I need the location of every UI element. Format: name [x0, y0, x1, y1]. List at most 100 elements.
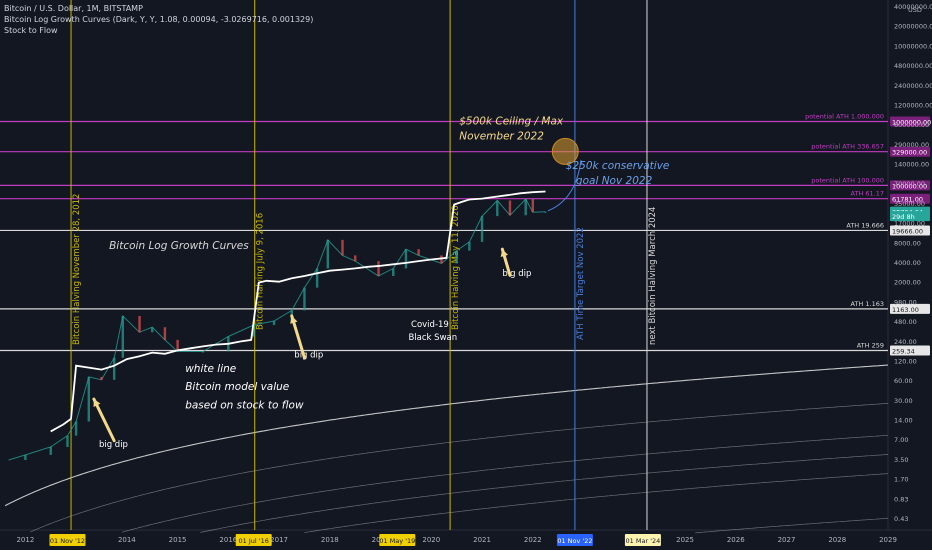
- level-badge-1: [890, 116, 930, 127]
- price-candle: [496, 200, 499, 217]
- growth-curve-6: [30, 403, 889, 533]
- price-candle: [49, 446, 52, 455]
- annotation-2: November 2022: [459, 131, 544, 143]
- annotation-13: based on stock to flow: [185, 399, 304, 411]
- y-tick-label-2: 20000000.00: [894, 23, 932, 31]
- x-tick-label-12: 2026: [727, 536, 745, 544]
- annotation-1: $500k Ceiling / Max: [459, 115, 564, 127]
- y-tick-label-17: 480.00: [894, 318, 917, 326]
- x-tick-label-5: 2017: [270, 536, 288, 544]
- y-tick-label-8: 290000.00: [894, 141, 929, 149]
- y-tick-label-18: 240.00: [894, 338, 917, 346]
- vertical-line-label-4: ATH Time Target Nov 2022: [576, 227, 586, 340]
- y-tick-label-25: 1.70: [894, 476, 908, 484]
- indicator-stock-to-flow[interactable]: Stock to Flow: [4, 26, 58, 35]
- level-label-6: ATH 1.163: [851, 300, 884, 308]
- level-badge-text-4: 61781.00: [892, 196, 923, 204]
- growth-curve-4: [200, 454, 889, 533]
- y-tick-label-1: 40000000.00: [894, 3, 932, 11]
- x-tick-label-15: 2029: [879, 536, 897, 544]
- annotation-3: $250k conservative: [566, 160, 670, 172]
- price-candle: [24, 454, 27, 460]
- y-tick-label-5: 2400000.00: [894, 82, 932, 90]
- price-candle: [531, 199, 534, 213]
- level-label-3: potential ATH 100.000: [811, 176, 884, 184]
- dip-arrow-head-3: [93, 399, 101, 408]
- growth-curve-3: [304, 473, 889, 533]
- price-candle: [544, 211, 547, 213]
- y-tick-label-7: 600000.00: [894, 121, 929, 129]
- y-tick-label-14: 4000.00: [894, 259, 921, 267]
- level-badge-text-6: 1163.00: [892, 306, 919, 314]
- price-candle: [176, 339, 179, 352]
- x-tick-label-3: 2015: [169, 536, 187, 544]
- price-candle: [392, 268, 395, 277]
- price-candle: [440, 255, 443, 264]
- price-candle: [272, 321, 276, 325]
- x-tick-label-13: 2027: [778, 536, 796, 544]
- price-candle: [201, 351, 205, 353]
- x-tick-label-9: 2021: [473, 536, 491, 544]
- price-candle: [315, 268, 319, 288]
- level-badge-text-1: 1000000.00: [892, 119, 931, 127]
- level-label-7: ATH 259: [857, 341, 884, 349]
- vertical-line-label-5: next Bitcoin Halving March 2024: [648, 207, 658, 345]
- x-date-badge-1: [49, 534, 86, 546]
- price-candle: [100, 376, 103, 380]
- growth-curve-5: [121, 434, 889, 533]
- level-badge-text-3: 100000.00: [892, 182, 927, 190]
- level-badge-text-2: 329000.00: [892, 149, 927, 157]
- annotation-12: Bitcoin model value: [185, 381, 289, 393]
- vertical-line-label-3: Bitcoin Halving May 11, 2020: [451, 205, 461, 330]
- growth-curve-7: [4, 364, 889, 507]
- price-line: [8, 198, 546, 461]
- annotation-9: Covid-19: [411, 320, 449, 330]
- dip-arrow-head-2: [290, 315, 298, 324]
- level-badge-4: [890, 193, 930, 204]
- price-axis-panel: [888, 0, 932, 550]
- annotation-10: Black Swan: [408, 333, 457, 343]
- stock-to-flow-line: [50, 190, 546, 433]
- x-tick-label-14: 2028: [828, 536, 846, 544]
- y-tick-label-20: 60.00: [894, 377, 913, 385]
- y-axis-currency: USD: [908, 6, 922, 14]
- price-candle: [326, 239, 329, 269]
- level-label-5: ATH 19.666: [846, 221, 884, 229]
- y-tick-label-10: 70000.00: [894, 180, 925, 188]
- annotation-7: big dip: [294, 351, 323, 361]
- price-candle: [163, 327, 167, 340]
- level-badge-text-5: 19666.00: [892, 227, 923, 235]
- dip-arrow-shaft-3: [92, 397, 116, 443]
- x-tick-label-8: 2020: [422, 536, 440, 544]
- y-tick-label-21: 30.00: [894, 397, 913, 405]
- price-candle: [138, 315, 141, 333]
- price-candle: [112, 357, 116, 380]
- y-tick-label-16: 980.00: [894, 298, 917, 306]
- x-date-label-5: 01 Mar '24: [626, 537, 661, 545]
- price-candle: [252, 324, 255, 337]
- price-candle: [480, 216, 484, 242]
- y-tick-label-6: 1200000.00: [894, 101, 932, 109]
- y-tick-label-15: 2000.00: [894, 279, 921, 287]
- price-candle: [404, 249, 408, 269]
- level-badge-7: [890, 345, 930, 356]
- price-candle: [74, 421, 78, 436]
- price-badge-2: [890, 211, 930, 222]
- x-tick-label-1: 2012: [16, 536, 34, 544]
- x-date-label-2: 01 Jul '16: [239, 537, 269, 545]
- chart-title: Bitcoin / U.S. Dollar, 1M, BITSTAMP: [4, 4, 143, 13]
- vertical-line-label-1: Bitcoin Halving November 28, 2012: [72, 194, 82, 345]
- x-date-badge-3: [379, 534, 416, 546]
- vertical-line-label-2: Bitcoin Halving July 9, 2016: [256, 213, 266, 330]
- price-candle: [354, 255, 357, 262]
- indicator-log-growth-curves[interactable]: Bitcoin Log Growth Curves (Dark, Y, Y, 1…: [4, 15, 314, 24]
- y-tick-label-4: 4800000.00: [894, 62, 932, 70]
- x-tick-label-11: 2025: [676, 536, 694, 544]
- growth-curve-2: [695, 517, 889, 534]
- y-tick-label-9: 140000.00: [894, 161, 929, 169]
- dip-arrow-head-1: [500, 249, 509, 258]
- y-tick-label-26: 0.83: [894, 495, 908, 503]
- x-tick-label-6: 2018: [321, 536, 339, 544]
- price-candle: [455, 250, 458, 264]
